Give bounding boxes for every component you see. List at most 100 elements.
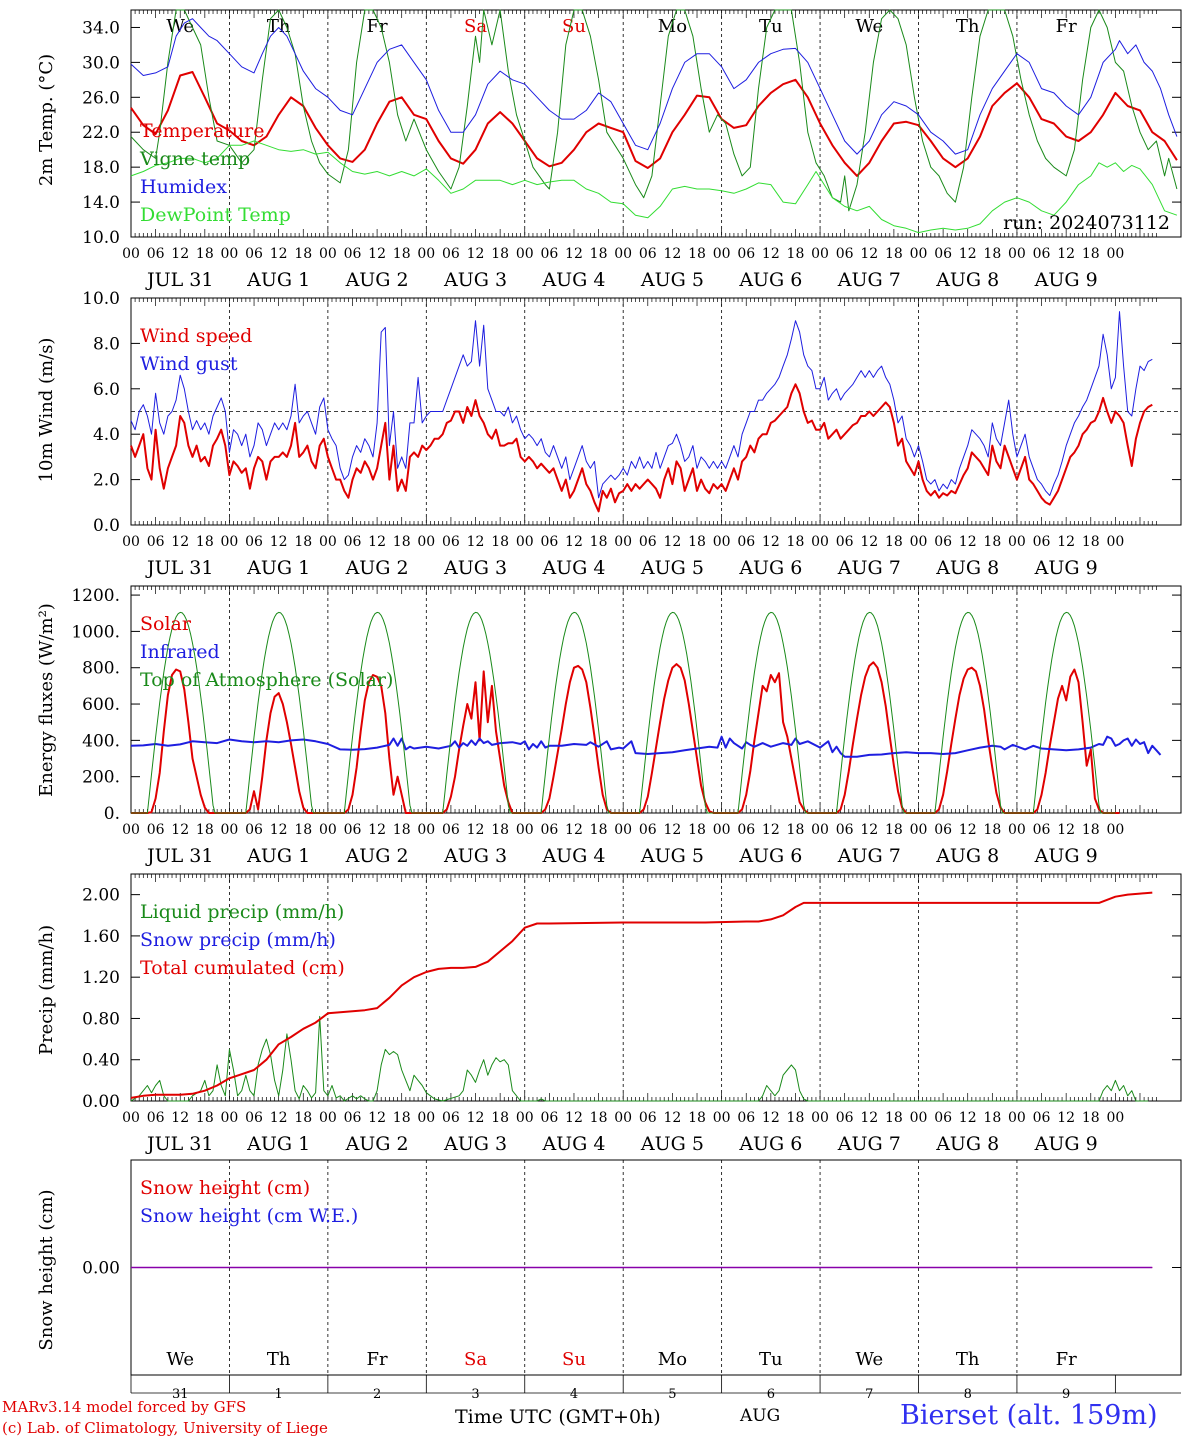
legend-entry: Wind gust <box>140 353 238 375</box>
hour-label: 18 <box>1082 246 1100 262</box>
hour-label: 18 <box>294 1110 312 1126</box>
date-label: AUG 8 <box>935 269 999 291</box>
series-line <box>130 735 1162 758</box>
legend-entry: Wind speed <box>140 325 252 347</box>
day-of-week-label: Fr <box>1056 1349 1077 1370</box>
hour-label: 00 <box>221 1110 239 1126</box>
hour-label: 06 <box>1033 534 1051 550</box>
hour-label: 18 <box>688 246 706 262</box>
hour-label: 12 <box>959 246 977 262</box>
day-number-label: 4 <box>570 1387 578 1402</box>
legend-entry: Temperature <box>140 120 264 142</box>
hour-label: 00 <box>1008 1110 1026 1126</box>
hour-label: 06 <box>245 246 263 262</box>
panel-2: 0.0 2.0 4.0 6.0 8.0 10.0 10m Wind (m/s) 00 06 12 1… <box>36 289 1182 579</box>
hour-label: 06 <box>836 822 854 838</box>
hour-label: 06 <box>934 1110 952 1126</box>
hour-label: 00 <box>516 1110 534 1126</box>
hour-label: 00 <box>417 1110 435 1126</box>
day-of-week-label: Su <box>562 16 586 37</box>
hour-label: 06 <box>540 822 558 838</box>
hour-label: 18 <box>983 246 1001 262</box>
day-of-week-label: We <box>166 1349 194 1370</box>
date-label: AUG 2 <box>345 1133 409 1155</box>
day-of-week-label: Mo <box>658 1349 687 1370</box>
date-label: AUG 5 <box>640 845 704 867</box>
hour-label: 00 <box>221 534 239 550</box>
y-tick-label: 8.0 <box>93 334 120 354</box>
hour-label: 12 <box>663 246 681 262</box>
day-of-week-label: We <box>855 16 883 37</box>
legend-entry: Snow precip (mm/h) <box>140 929 336 951</box>
date-label: AUG 3 <box>443 269 507 291</box>
hour-label: 18 <box>393 246 411 262</box>
station-name: Bierset (alt. 159m) <box>900 1400 1158 1431</box>
date-label: AUG 5 <box>640 557 704 579</box>
hour-label: 06 <box>540 534 558 550</box>
hour-label: 12 <box>368 822 386 838</box>
series-line <box>130 9 1178 212</box>
hour-label: 18 <box>1082 534 1100 550</box>
hour-label: 18 <box>491 1110 509 1126</box>
day-number-label: 8 <box>964 1387 972 1402</box>
hour-label: 00 <box>319 534 337 550</box>
day-of-week-label: Th <box>956 1349 980 1370</box>
date-label: AUG 7 <box>837 1133 901 1155</box>
hour-label: 18 <box>688 1110 706 1126</box>
hour-label: 00 <box>614 822 632 838</box>
date-label: AUG 8 <box>935 1133 999 1155</box>
hour-label: 12 <box>762 534 780 550</box>
hour-label: 00 <box>1106 822 1124 838</box>
hour-label: 18 <box>885 822 903 838</box>
date-label: AUG 7 <box>837 557 901 579</box>
hour-label: 00 <box>1106 246 1124 262</box>
hour-label: 00 <box>1008 246 1026 262</box>
hour-label: 06 <box>836 1110 854 1126</box>
date-label: AUG 1 <box>246 557 310 579</box>
hour-label: 18 <box>393 534 411 550</box>
date-label: AUG 6 <box>738 557 802 579</box>
hour-label: 12 <box>959 1110 977 1126</box>
hour-label: 18 <box>590 822 608 838</box>
hour-label: 06 <box>1033 246 1051 262</box>
hour-label: 18 <box>983 534 1001 550</box>
hour-label: 18 <box>491 822 509 838</box>
y-tick-label: 0.40 <box>82 1051 120 1071</box>
hour-label: 12 <box>1057 534 1075 550</box>
day-of-week-label: Sa <box>464 16 487 37</box>
series-line <box>130 71 1178 177</box>
date-label: AUG 4 <box>541 1133 605 1155</box>
hour-label: 00 <box>1008 534 1026 550</box>
day-of-week-label: Th <box>956 16 980 37</box>
y-tick-label: 1.60 <box>82 927 120 947</box>
hour-label: 12 <box>663 822 681 838</box>
legend-entry: Top of Atmosphere (Solar) <box>140 669 393 691</box>
day-number-label: 3 <box>471 1387 479 1402</box>
y-tick-label: 6.0 <box>93 380 120 400</box>
hour-label: 06 <box>737 246 755 262</box>
day-of-week-label: Fr <box>367 1349 388 1370</box>
day-number-label: 6 <box>767 1387 775 1402</box>
day-of-week-label: Mo <box>658 16 687 37</box>
panel-3: 0. 200. 400. 600. 800. 1000. 1200. Energy fluxe… <box>36 585 1182 867</box>
series-line <box>130 1015 1149 1102</box>
y-tick-label: 600. <box>82 695 120 715</box>
hour-label: 06 <box>442 534 460 550</box>
hour-label: 18 <box>294 534 312 550</box>
series-line <box>131 661 1120 814</box>
hour-label: 00 <box>713 534 731 550</box>
hour-label: 06 <box>737 822 755 838</box>
hour-label: 18 <box>885 246 903 262</box>
date-label: AUG 3 <box>443 1133 507 1155</box>
hour-label: 12 <box>368 534 386 550</box>
date-label: JUL 31 <box>145 269 213 291</box>
y-tick-label: 1200. <box>71 586 120 606</box>
hour-label: 00 <box>516 246 534 262</box>
hour-label: 00 <box>319 246 337 262</box>
hour-label: 06 <box>442 246 460 262</box>
date-label: AUG 2 <box>345 845 409 867</box>
date-label: AUG 3 <box>443 845 507 867</box>
hour-label: 06 <box>934 534 952 550</box>
y-axis-label: 10m Wind (m/s) <box>36 338 57 483</box>
hour-label: 06 <box>639 246 657 262</box>
